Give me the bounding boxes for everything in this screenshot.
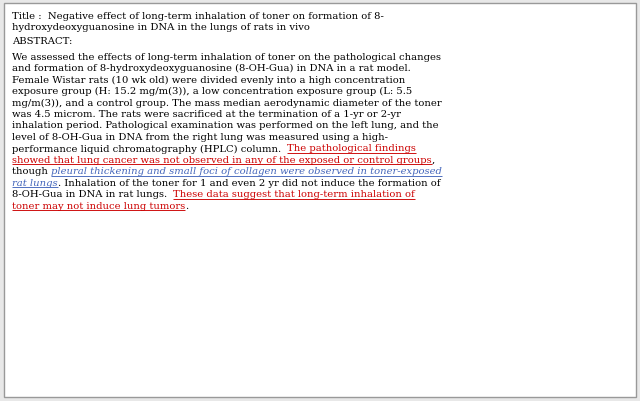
Text: showed that lung cancer was not observed in any of the exposed or control groups: showed that lung cancer was not observed…: [12, 156, 431, 164]
Text: rat lungs: rat lungs: [12, 178, 58, 188]
Text: inhalation period. Pathological examination was performed on the left lung, and : inhalation period. Pathological examinat…: [12, 121, 438, 130]
Text: toner may not induce lung tumors: toner may not induce lung tumors: [12, 201, 185, 211]
Text: We assessed the effects of long-term inhalation of toner on the pathological cha: We assessed the effects of long-term inh…: [12, 53, 441, 61]
Text: pleural thickening and small foci of collagen were observed in toner-exposed: pleural thickening and small foci of col…: [51, 167, 442, 176]
Text: .: .: [185, 201, 188, 211]
Text: Female Wistar rats (10 wk old) were divided evenly into a high concentration: Female Wistar rats (10 wk old) were divi…: [12, 75, 405, 85]
Text: The pathological findings: The pathological findings: [287, 144, 416, 153]
FancyBboxPatch shape: [4, 4, 636, 397]
Text: ,: ,: [431, 156, 435, 164]
Text: though: though: [12, 167, 51, 176]
Text: . Inhalation of the toner for 1 and even 2 yr did not induce the formation of: . Inhalation of the toner for 1 and even…: [58, 178, 440, 188]
Text: mg/m(3)), and a control group. The mass median aerodynamic diameter of the toner: mg/m(3)), and a control group. The mass …: [12, 98, 442, 107]
Text: Title :  Negative effect of long-term inhalation of toner on formation of 8-: Title : Negative effect of long-term inh…: [12, 12, 384, 21]
Text: hydroxydeoxyguanosine in DNA in the lungs of rats in vivo: hydroxydeoxyguanosine in DNA in the lung…: [12, 23, 310, 32]
Text: level of 8-OH-Gua in DNA from the right lung was measured using a high-: level of 8-OH-Gua in DNA from the right …: [12, 133, 388, 142]
Text: and formation of 8-hydroxydeoxyguanosine (8-OH-Gua) in DNA in a rat model.: and formation of 8-hydroxydeoxyguanosine…: [12, 64, 411, 73]
Text: ABSTRACT:: ABSTRACT:: [12, 37, 72, 46]
Text: These data suggest that long-term inhalation of: These data suggest that long-term inhala…: [173, 190, 415, 199]
Text: 8-OH-Gua in DNA in rat lungs.: 8-OH-Gua in DNA in rat lungs.: [12, 190, 173, 199]
Text: performance liquid chromatography (HPLC) column.: performance liquid chromatography (HPLC)…: [12, 144, 287, 153]
Text: was 4.5 microm. The rats were sacrificed at the termination of a 1-yr or 2-yr: was 4.5 microm. The rats were sacrificed…: [12, 110, 401, 119]
Text: exposure group (H: 15.2 mg/m(3)), a low concentration exposure group (L: 5.5: exposure group (H: 15.2 mg/m(3)), a low …: [12, 87, 412, 96]
